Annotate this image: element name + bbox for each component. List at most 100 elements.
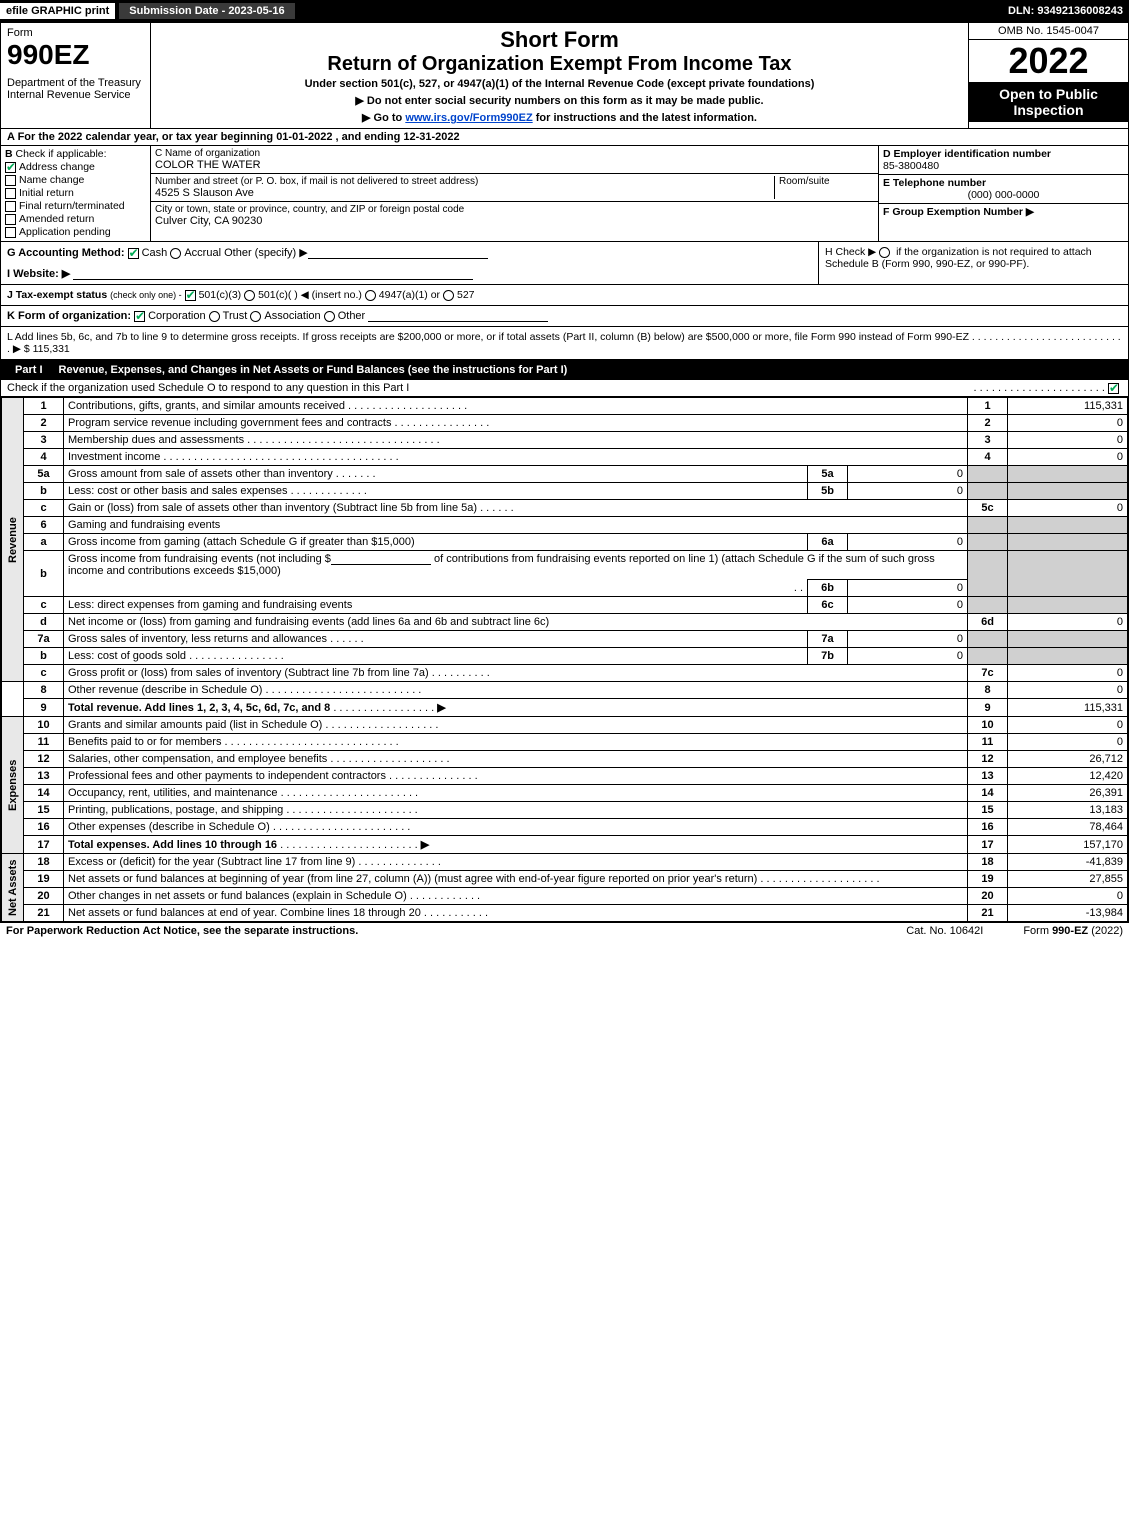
radio-icon[interactable] (244, 290, 255, 301)
line6c-val: 0 (848, 597, 968, 614)
cb-amended[interactable]: Amended return (5, 213, 146, 225)
section-l: L Add lines 5b, 6c, and 7b to line 9 to … (1, 327, 1128, 360)
cat-no: Cat. No. 10642I (906, 925, 983, 937)
footer: For Paperwork Reduction Act Notice, see … (0, 923, 1129, 939)
line19-val: 27,855 (1008, 871, 1128, 888)
revenue-label: Revenue (2, 398, 24, 682)
part1-check-line: Check if the organization used Schedule … (1, 380, 1128, 397)
section-i: I Website: ▶ (7, 268, 70, 280)
form-label: Form (7, 27, 144, 39)
section-g: G Accounting Method: Cash Accrual Other … (1, 242, 818, 284)
line6b-val: 0 (848, 580, 968, 597)
line15-val: 13,183 (1008, 802, 1128, 819)
line1-val: 115,331 (1008, 398, 1128, 415)
city: Culver City, CA 90230 (155, 215, 874, 227)
street-cell: Number and street (or P. O. box, if mail… (151, 174, 878, 202)
line21-val: -13,984 (1008, 905, 1128, 922)
line14-val: 26,391 (1008, 785, 1128, 802)
gross-receipts: ▶ $ 115,331 (13, 343, 70, 355)
dept-label: Department of the Treasury Internal Reve… (7, 77, 144, 101)
under-section: Under section 501(c), 527, or 4947(a)(1)… (157, 78, 962, 90)
form-number: 990EZ (7, 39, 144, 71)
section-k: K Form of organization: Corporation Trus… (1, 306, 1128, 327)
line13-val: 12,420 (1008, 768, 1128, 785)
line5c-val: 0 (1008, 500, 1128, 517)
part1-tag: Part I (7, 362, 51, 378)
section-e: E Telephone number (000) 000-0000 (879, 175, 1128, 204)
open-inspection: Open to Public Inspection (969, 82, 1128, 122)
form-container: Form 990EZ Department of the Treasury In… (0, 22, 1129, 923)
netassets-label: Net Assets (2, 854, 24, 922)
ein: 85-3800480 (883, 160, 939, 172)
line6a-val: 0 (848, 534, 968, 551)
irs-link[interactable]: www.irs.gov/Form990EZ (405, 112, 532, 124)
tax-year: 2022 (969, 40, 1128, 82)
checkbox-icon[interactable] (5, 214, 16, 225)
checkbox-icon[interactable] (5, 162, 16, 173)
line16-val: 78,464 (1008, 819, 1128, 836)
org-name-cell: C Name of organization COLOR THE WATER (151, 146, 878, 174)
radio-icon[interactable] (170, 248, 181, 259)
section-c: C Name of organization COLOR THE WATER N… (151, 146, 878, 241)
line5a-val: 0 (848, 466, 968, 483)
section-def: D Employer identification number 85-3800… (878, 146, 1128, 241)
checkbox-icon[interactable] (185, 290, 196, 301)
other-org-input[interactable] (368, 310, 548, 322)
line6d-val: 0 (1008, 614, 1128, 631)
checkbox-icon[interactable] (5, 175, 16, 186)
cb-address-change[interactable]: Address change (5, 161, 146, 173)
omb-number: OMB No. 1545-0047 (969, 23, 1128, 40)
checkbox-icon[interactable] (5, 201, 16, 212)
section-f: F Group Exemption Number ▶ (879, 204, 1128, 220)
efile-label: efile GRAPHIC print (0, 3, 115, 19)
checkbox-icon[interactable] (134, 311, 145, 322)
radio-icon[interactable] (879, 247, 890, 258)
line12-val: 26,712 (1008, 751, 1128, 768)
website-input[interactable] (73, 268, 473, 280)
phone: (000) 000-0000 (883, 189, 1124, 201)
header-right: OMB No. 1545-0047 2022 Open to Public In… (968, 23, 1128, 128)
contrib-input[interactable] (331, 553, 431, 565)
checkbox-icon[interactable] (128, 248, 139, 259)
part1-title: Revenue, Expenses, and Changes in Net As… (59, 364, 568, 376)
section-d: D Employer identification number 85-3800… (879, 146, 1128, 175)
line2-val: 0 (1008, 415, 1128, 432)
row-gh: G Accounting Method: Cash Accrual Other … (1, 242, 1128, 285)
line18-val: -41,839 (1008, 854, 1128, 871)
section-a: A For the 2022 calendar year, or tax yea… (1, 129, 1128, 146)
cb-final-return[interactable]: Final return/terminated (5, 200, 146, 212)
section-b: B Check if applicable: Address change Na… (1, 146, 151, 241)
topbar: efile GRAPHIC print Submission Date - 20… (0, 0, 1129, 22)
checkbox-icon[interactable] (1108, 383, 1119, 394)
paperwork-notice: For Paperwork Reduction Act Notice, see … (6, 925, 358, 937)
cb-pending[interactable]: Application pending (5, 226, 146, 238)
checkbox-icon[interactable] (5, 227, 16, 238)
radio-icon[interactable] (250, 311, 261, 322)
checkbox-icon[interactable] (5, 188, 16, 199)
instr-goto: ▶ Go to www.irs.gov/Form990EZ for instru… (157, 111, 962, 124)
line10-val: 0 (1008, 717, 1128, 734)
cb-name-change[interactable]: Name change (5, 174, 146, 186)
cb-initial-return[interactable]: Initial return (5, 187, 146, 199)
line17-val: 157,170 (1008, 836, 1128, 854)
line7c-val: 0 (1008, 665, 1128, 682)
form-ref: Form 990-EZ (2022) (1023, 925, 1123, 937)
part1-header: Part I Revenue, Expenses, and Changes in… (1, 360, 1128, 380)
part1-table: Revenue 1Contributions, gifts, grants, a… (1, 397, 1128, 922)
radio-icon[interactable] (365, 290, 376, 301)
line7a-val: 0 (848, 631, 968, 648)
short-form: Short Form (157, 27, 962, 53)
radio-icon[interactable] (324, 311, 335, 322)
radio-icon[interactable] (443, 290, 454, 301)
other-input[interactable] (308, 247, 488, 259)
section-h: H Check ▶ if the organization is not req… (818, 242, 1128, 284)
org-name: COLOR THE WATER (155, 159, 874, 171)
expenses-label: Expenses (2, 717, 24, 854)
section-j: J Tax-exempt status (check only one) - 5… (1, 285, 1128, 306)
radio-icon[interactable] (209, 311, 220, 322)
street: 4525 S Slauson Ave (155, 187, 774, 199)
info-grid: B Check if applicable: Address change Na… (1, 146, 1128, 242)
line5b-val: 0 (848, 483, 968, 500)
submission-date: Submission Date - 2023-05-16 (119, 3, 294, 19)
line8-val: 0 (1008, 682, 1128, 699)
